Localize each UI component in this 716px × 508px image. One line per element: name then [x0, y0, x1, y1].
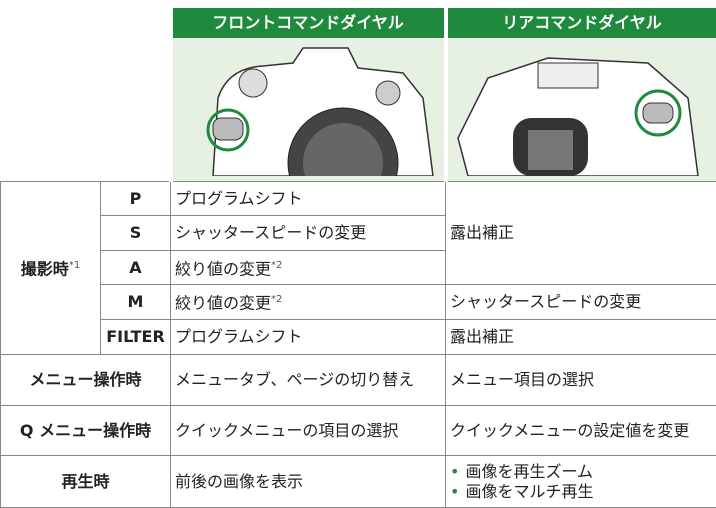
mode: M [101, 285, 171, 320]
rear-cell: 露出補正 [446, 182, 716, 285]
front-dial-image [173, 38, 444, 176]
row-label: メニュー操作時 [1, 355, 171, 406]
front-cell: プログラムシフト [171, 182, 446, 216]
bullet-item: 画像を再生ズーム [450, 462, 712, 482]
shooting-label: 撮影時*1 [1, 182, 101, 355]
rear-cell: クイックメニューの設定値を変更 [446, 406, 716, 456]
front-cell: プログラムシフト [171, 320, 446, 355]
front-cell: 絞り値の変更*2 [171, 251, 446, 285]
front-cell: クイックメニューの項目の選択 [171, 406, 446, 456]
rear-dial-image [448, 38, 715, 176]
mode: S [101, 216, 171, 251]
rear-cell: 画像を再生ズーム 画像をマルチ再生 [446, 456, 716, 508]
front-cell: メニュータブ、ページの切り替え [171, 355, 446, 406]
mode: A [101, 251, 171, 285]
row-label: 再生時 [1, 456, 171, 508]
front-cell: 前後の画像を表示 [171, 456, 446, 508]
rear-cell: 露出補正 [446, 320, 716, 355]
rear-cell: メニュー項目の選択 [446, 355, 716, 406]
rear-header: リアコマンドダイヤル [446, 8, 716, 38]
front-cell: シャッタースピードの変更 [171, 216, 446, 251]
mode: FILTER [101, 320, 171, 355]
mode: P [101, 182, 171, 216]
bullet-item: 画像をマルチ再生 [450, 482, 712, 502]
row-label: Q メニュー操作時 [1, 406, 171, 456]
front-header: フロントコマンドダイヤル [171, 8, 446, 38]
rear-cell: シャッタースピードの変更 [446, 285, 716, 320]
front-cell: 絞り値の変更*2 [171, 285, 446, 320]
